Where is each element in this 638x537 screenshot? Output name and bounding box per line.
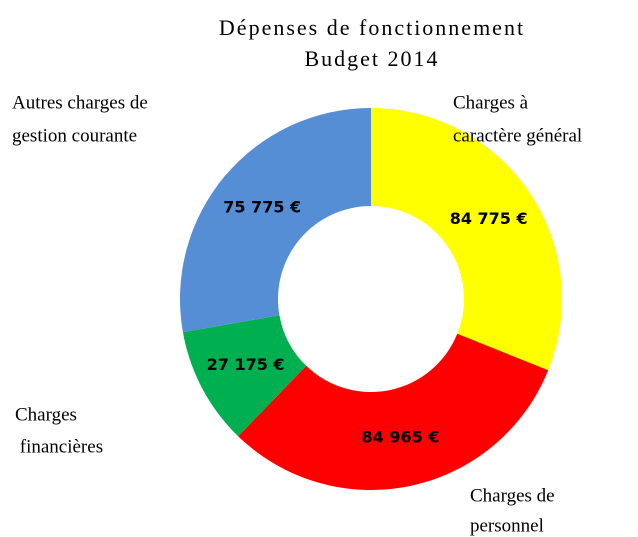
category-label: caractère général — [453, 125, 582, 146]
chart-subtitle: Budget 2014 — [304, 46, 439, 71]
category-label: gestion courante — [12, 125, 137, 146]
value-label: 84 965 € — [362, 427, 440, 446]
chart-title: Dépenses de fonctionnement — [219, 15, 525, 40]
category-label: Charges — [15, 404, 77, 425]
donut-slice — [180, 108, 371, 333]
value-label: 84 775 € — [450, 209, 528, 228]
category-label: Autres charges de — [12, 92, 148, 113]
value-label: 27 175 € — [207, 355, 285, 374]
category-label: financières — [15, 436, 103, 457]
category-label: personnel — [470, 515, 544, 536]
donut-slice — [182, 315, 307, 437]
donut-slice — [238, 333, 549, 491]
donut-slice — [371, 108, 563, 371]
value-label: 75 775 € — [223, 197, 301, 216]
category-label: Charges à — [453, 92, 529, 113]
category-label: Charges de — [470, 485, 555, 506]
